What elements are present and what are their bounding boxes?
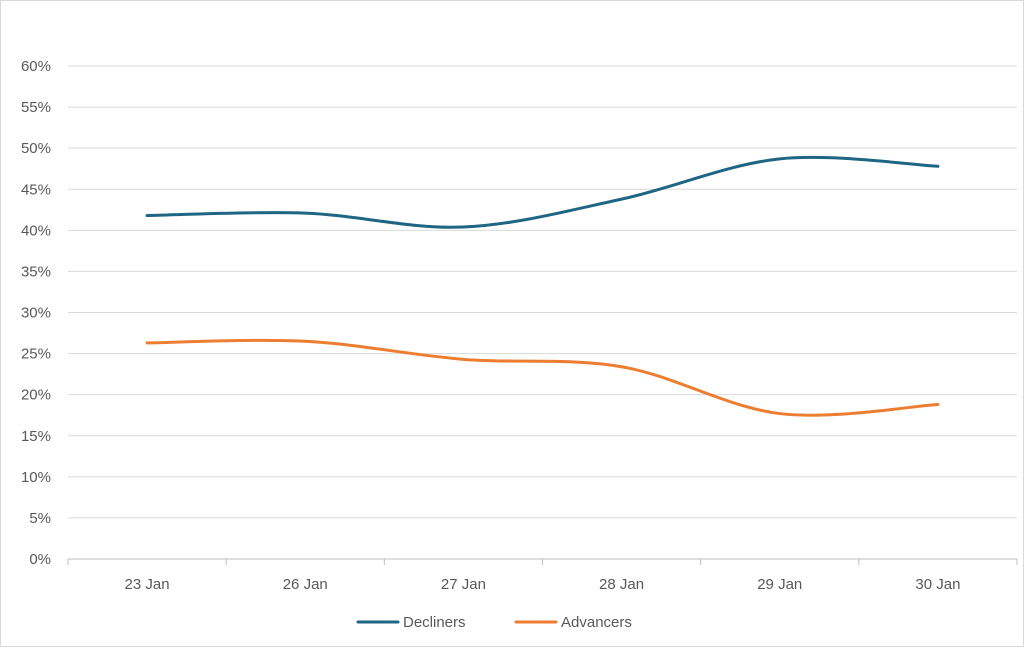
- y-tick-label: 15%: [21, 428, 51, 445]
- x-tick-label: 29 Jan: [757, 576, 802, 593]
- legend: Decliners Advancers: [356, 614, 632, 631]
- y-tick-label: 60%: [21, 58, 51, 75]
- y-tick-label: 55%: [21, 99, 51, 116]
- series-line-advancers: [145, 338, 940, 417]
- series-lines: [145, 155, 940, 417]
- x-axis: [67, 558, 1018, 565]
- legend-label-advancers: Advancers: [561, 614, 632, 631]
- x-tick-label: 23 Jan: [125, 576, 170, 593]
- y-tick-label: 40%: [21, 222, 51, 239]
- x-tick-label: 30 Jan: [915, 576, 960, 593]
- y-tick-label: 35%: [21, 263, 51, 280]
- y-tick-label: 25%: [21, 346, 51, 363]
- y-tick-label: 20%: [21, 387, 51, 404]
- y-tick-label: 0%: [29, 551, 51, 568]
- x-tick-label: 28 Jan: [599, 576, 644, 593]
- series-line-decliners: [145, 155, 940, 229]
- y-tick-label: 10%: [21, 469, 51, 486]
- x-tick-label: 26 Jan: [283, 576, 328, 593]
- legend-label-decliners: Decliners: [403, 614, 466, 631]
- y-tick-label: 45%: [21, 181, 51, 198]
- x-axis-tick-labels: 23 Jan 26 Jan 27 Jan 28 Jan 29 Jan 30 Jan: [125, 576, 961, 593]
- y-axis-tick-labels: 0% 5% 10% 15% 20% 25% 30% 35% 40% 45% 50% 55% 60%: [21, 58, 51, 568]
- grid-lines: [68, 65, 1017, 519]
- y-tick-label: 5%: [29, 510, 51, 527]
- y-tick-label: 50%: [21, 140, 51, 157]
- y-tick-label: 30%: [21, 305, 51, 322]
- x-tick-label: 27 Jan: [441, 576, 486, 593]
